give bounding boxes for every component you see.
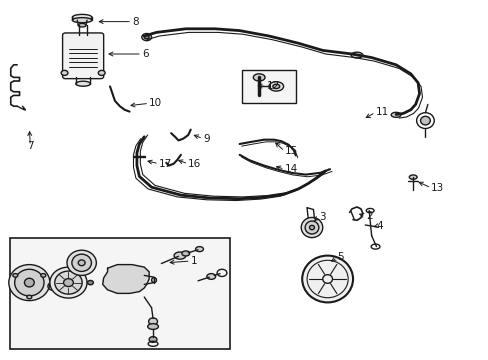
Ellipse shape <box>61 71 68 76</box>
Text: 7: 7 <box>27 141 34 151</box>
Ellipse shape <box>420 116 429 125</box>
Ellipse shape <box>144 35 149 39</box>
Ellipse shape <box>309 225 314 230</box>
Ellipse shape <box>98 71 105 76</box>
Text: 17: 17 <box>159 159 172 169</box>
Ellipse shape <box>72 14 92 20</box>
Text: 16: 16 <box>188 159 201 169</box>
Ellipse shape <box>151 278 156 283</box>
Ellipse shape <box>301 217 322 238</box>
Ellipse shape <box>63 279 73 287</box>
Bar <box>10 238 229 349</box>
Ellipse shape <box>408 175 416 179</box>
Text: 15: 15 <box>284 146 297 156</box>
Ellipse shape <box>15 269 44 296</box>
Text: 14: 14 <box>284 164 297 174</box>
Ellipse shape <box>27 295 32 299</box>
Ellipse shape <box>72 18 92 23</box>
Text: 8: 8 <box>132 17 139 27</box>
Text: 5: 5 <box>337 252 344 262</box>
Ellipse shape <box>350 52 362 58</box>
Ellipse shape <box>9 265 50 301</box>
Text: 12: 12 <box>266 81 279 91</box>
Text: 2: 2 <box>365 211 372 221</box>
Ellipse shape <box>182 251 189 256</box>
Ellipse shape <box>302 256 352 302</box>
Ellipse shape <box>195 247 203 252</box>
Bar <box>242 70 295 103</box>
Ellipse shape <box>55 271 82 294</box>
Text: 11: 11 <box>375 107 388 117</box>
Text: 9: 9 <box>203 134 209 144</box>
Ellipse shape <box>149 337 157 342</box>
Text: 1: 1 <box>190 256 197 266</box>
Ellipse shape <box>268 82 283 91</box>
Ellipse shape <box>272 84 279 89</box>
Ellipse shape <box>174 252 185 259</box>
Ellipse shape <box>78 260 85 266</box>
Ellipse shape <box>50 267 87 298</box>
Ellipse shape <box>53 288 59 292</box>
Ellipse shape <box>76 81 90 86</box>
Ellipse shape <box>24 278 34 287</box>
Ellipse shape <box>67 250 96 275</box>
Ellipse shape <box>147 324 158 329</box>
Text: 6: 6 <box>142 49 148 59</box>
Ellipse shape <box>142 33 151 41</box>
Ellipse shape <box>148 318 157 325</box>
Text: 13: 13 <box>430 183 444 193</box>
Ellipse shape <box>390 112 400 117</box>
Ellipse shape <box>112 273 137 293</box>
Ellipse shape <box>305 221 318 234</box>
Ellipse shape <box>72 254 91 271</box>
Ellipse shape <box>78 23 86 27</box>
Ellipse shape <box>253 74 264 81</box>
Polygon shape <box>102 265 149 293</box>
Ellipse shape <box>87 280 93 285</box>
Text: 10: 10 <box>149 98 162 108</box>
Text: 3: 3 <box>318 212 325 222</box>
Ellipse shape <box>206 274 215 279</box>
FancyBboxPatch shape <box>62 33 103 79</box>
Ellipse shape <box>41 274 46 277</box>
Ellipse shape <box>13 274 18 277</box>
Text: 4: 4 <box>376 221 383 231</box>
Ellipse shape <box>120 279 129 287</box>
